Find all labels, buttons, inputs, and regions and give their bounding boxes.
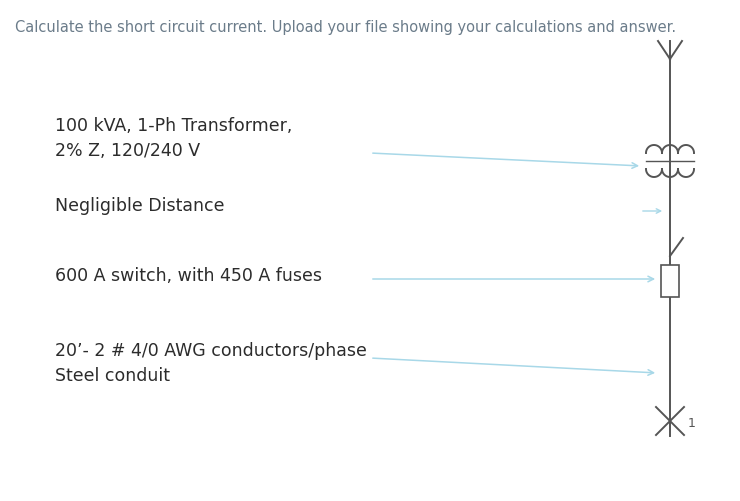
Text: Negligible Distance: Negligible Distance — [55, 196, 224, 214]
Text: 100 kVA, 1-Ph Transformer,: 100 kVA, 1-Ph Transformer, — [55, 117, 292, 135]
Text: Calculate the short circuit current. Upload your file showing your calculations : Calculate the short circuit current. Upl… — [15, 20, 676, 35]
Bar — [661, 266, 679, 298]
Text: Steel conduit: Steel conduit — [55, 366, 170, 384]
Text: 2% Z, 120/240 V: 2% Z, 120/240 V — [55, 142, 200, 160]
Text: 600 A switch, with 450 A fuses: 600 A switch, with 450 A fuses — [55, 267, 322, 285]
Text: 20’- 2 # 4/0 AWG conductors/phase: 20’- 2 # 4/0 AWG conductors/phase — [55, 341, 367, 359]
Text: 1: 1 — [688, 416, 696, 429]
